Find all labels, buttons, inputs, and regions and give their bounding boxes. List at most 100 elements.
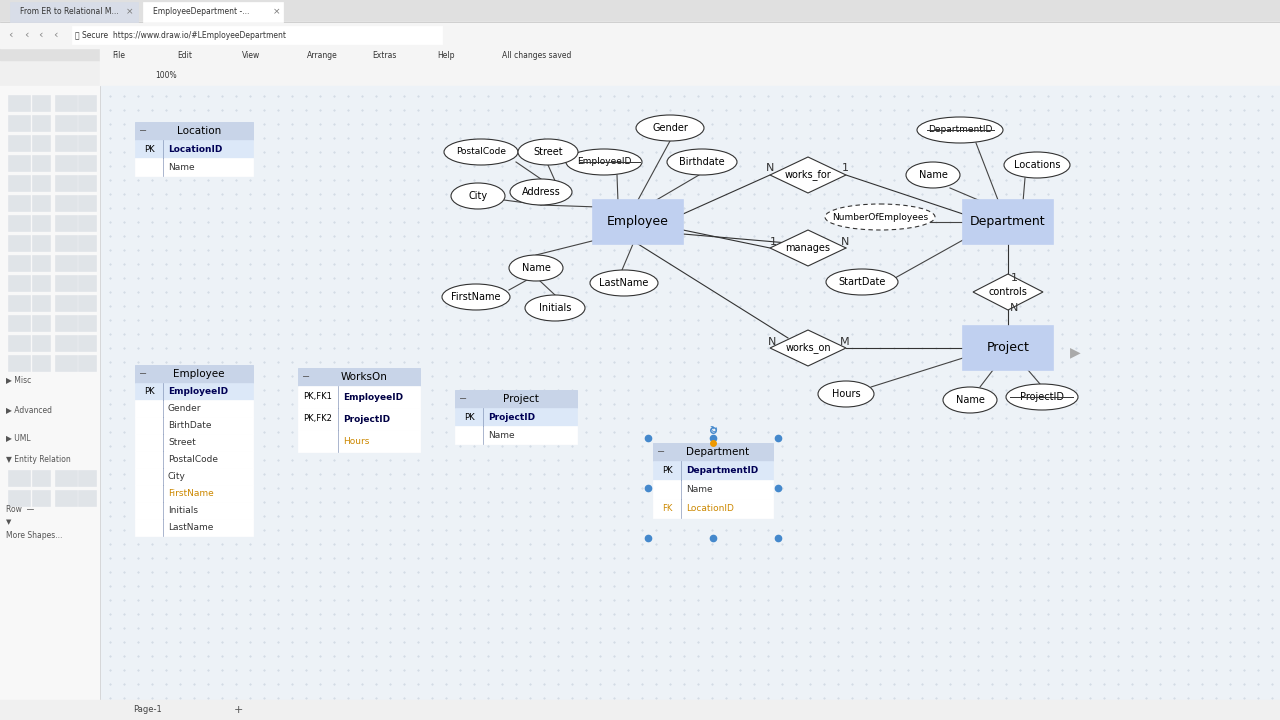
Text: StartDate: StartDate [838, 277, 886, 287]
Text: PK,FK1: PK,FK1 [303, 392, 333, 402]
Text: PostalCode: PostalCode [456, 148, 506, 156]
Text: 1: 1 [769, 237, 777, 247]
Bar [648, 438, 778, 538]
Bar [78, 215, 96, 231]
Text: Name: Name [488, 431, 515, 439]
Text: Gender: Gender [652, 123, 687, 133]
Bar [0, 22, 1280, 48]
Text: N: N [1010, 303, 1018, 313]
Ellipse shape [509, 179, 572, 205]
Text: Street: Street [168, 438, 196, 447]
Text: 1: 1 [841, 163, 849, 173]
Polygon shape [771, 157, 846, 193]
Text: File: File [113, 52, 125, 60]
Bar [32, 295, 50, 311]
Text: −: − [657, 447, 666, 457]
Bar [8, 95, 29, 111]
Text: −: − [140, 369, 147, 379]
Bar [134, 468, 253, 485]
Bar [653, 480, 773, 499]
Polygon shape [973, 274, 1043, 310]
Text: PK: PK [143, 145, 155, 153]
Bar [55, 490, 77, 506]
Bar [78, 175, 96, 191]
Bar [78, 490, 96, 506]
Text: Employee: Employee [607, 215, 669, 228]
Bar [653, 443, 773, 461]
Bar [593, 200, 684, 244]
Bar [963, 200, 1053, 244]
Bar [8, 175, 29, 191]
Bar [8, 195, 29, 211]
Text: ▶ Advanced: ▶ Advanced [6, 405, 52, 415]
Text: +: + [233, 705, 243, 715]
Bar [134, 365, 253, 383]
Text: PK,FK2: PK,FK2 [303, 415, 333, 423]
Text: Name: Name [168, 163, 195, 171]
Bar [134, 383, 253, 400]
Bar [72, 26, 442, 44]
Bar [134, 122, 253, 140]
Bar [8, 235, 29, 251]
Text: Department: Department [970, 215, 1046, 228]
Ellipse shape [1004, 152, 1070, 178]
Bar [78, 235, 96, 251]
Text: works_on: works_on [785, 343, 831, 354]
Text: works_for: works_for [785, 169, 832, 181]
Bar [55, 355, 77, 371]
Bar [55, 315, 77, 331]
Text: ‹: ‹ [24, 30, 28, 40]
Text: Initials: Initials [168, 506, 198, 515]
Text: 1: 1 [1010, 273, 1018, 283]
Bar [653, 499, 773, 518]
Bar [100, 64, 1280, 86]
Text: EmployeeID: EmployeeID [343, 392, 403, 402]
Bar [32, 175, 50, 191]
Bar [8, 135, 29, 151]
Text: Name: Name [919, 170, 947, 180]
Bar [32, 95, 50, 111]
Bar [32, 215, 50, 231]
Bar [32, 490, 50, 506]
Bar [8, 275, 29, 291]
Text: Name: Name [686, 485, 713, 494]
Text: N: N [841, 237, 849, 247]
Text: ‹: ‹ [8, 30, 13, 40]
Bar [298, 408, 420, 430]
Bar [8, 470, 29, 486]
Text: FirstName: FirstName [168, 489, 214, 498]
Bar [55, 115, 77, 131]
Bar [78, 255, 96, 271]
Bar [454, 408, 577, 426]
Bar [78, 155, 96, 171]
Bar [55, 255, 77, 271]
Bar [32, 155, 50, 171]
Text: WorksOn: WorksOn [340, 372, 388, 382]
Bar [298, 430, 420, 452]
Ellipse shape [1006, 384, 1078, 410]
Bar [8, 215, 29, 231]
Bar [32, 315, 50, 331]
Text: Help: Help [436, 52, 454, 60]
Text: ▼: ▼ [6, 519, 12, 525]
Text: FirstName: FirstName [452, 292, 500, 302]
Polygon shape [771, 230, 846, 266]
Ellipse shape [525, 295, 585, 321]
Bar [134, 400, 253, 417]
Bar [454, 426, 577, 444]
Bar [8, 335, 29, 351]
Ellipse shape [818, 381, 874, 407]
Bar [0, 86, 100, 700]
Text: Name: Name [521, 263, 550, 273]
Text: Name: Name [956, 395, 984, 405]
Text: Street: Street [534, 147, 563, 157]
Text: ▼ Entity Relation: ▼ Entity Relation [6, 456, 70, 464]
Bar [55, 175, 77, 191]
Ellipse shape [566, 149, 643, 175]
Bar [32, 255, 50, 271]
Text: From ER to Relational M...: From ER to Relational M... [20, 7, 119, 17]
Text: N: N [765, 163, 774, 173]
Text: PostalCode: PostalCode [168, 455, 218, 464]
Text: Department: Department [686, 447, 750, 457]
Text: −: − [460, 394, 467, 404]
